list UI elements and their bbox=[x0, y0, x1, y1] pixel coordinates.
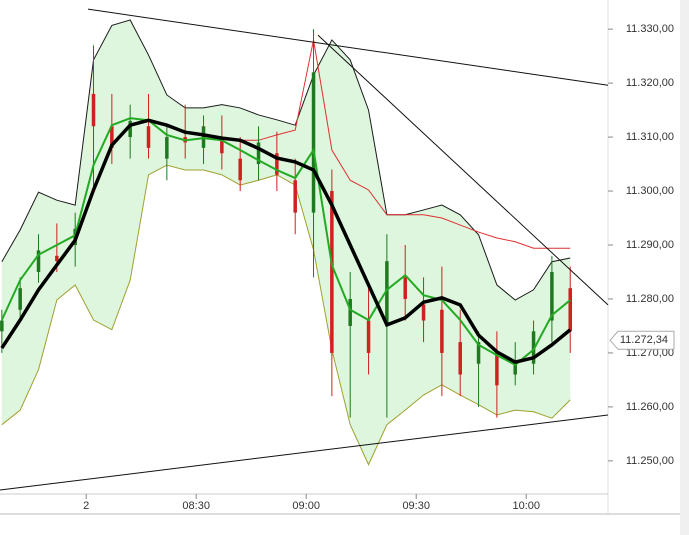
x-tick-label: 09:00 bbox=[292, 500, 320, 512]
x-tick-label: 09:30 bbox=[402, 500, 430, 512]
band-fill bbox=[1, 19, 571, 465]
indicator-line bbox=[240, 39, 571, 249]
x-tick-label: 08:30 bbox=[182, 500, 210, 512]
candle-body bbox=[36, 250, 41, 272]
candle-body bbox=[311, 72, 316, 213]
indicator-line bbox=[0, 118, 572, 364]
candle-body bbox=[201, 126, 206, 148]
candle-body bbox=[513, 363, 517, 375]
last-price-box bbox=[609, 330, 675, 350]
y-tick-label: 11.280,00 bbox=[626, 293, 674, 305]
candle-body bbox=[440, 309, 444, 353]
candle-body bbox=[128, 120, 132, 138]
candle-body bbox=[220, 137, 224, 154]
candle-body bbox=[421, 304, 426, 321]
trendline bbox=[317, 34, 609, 306]
candle-body bbox=[55, 255, 59, 262]
candle-body bbox=[165, 137, 169, 159]
candle-body bbox=[366, 320, 371, 353]
y-tick-label: 11.290,00 bbox=[626, 239, 674, 251]
y-tick-label: 11.270,00 bbox=[626, 347, 674, 359]
candle-body bbox=[403, 277, 407, 299]
candle-body bbox=[91, 93, 96, 127]
y-tick-label: 11.310,00 bbox=[626, 131, 674, 143]
y-tick-label: 11.330,00 bbox=[626, 23, 674, 35]
y-tick-label: 11.250,00 bbox=[626, 455, 674, 467]
candle-body bbox=[238, 158, 242, 181]
candle-body bbox=[0, 320, 4, 332]
candle-body bbox=[550, 271, 554, 321]
candle-body bbox=[495, 352, 499, 386]
indicator-line bbox=[1, 164, 571, 466]
indicator-line bbox=[0, 117, 571, 366]
indicator-line bbox=[1, 19, 571, 301]
x-tick-label: 10:00 bbox=[512, 500, 540, 512]
y-tick-label: 11.300,00 bbox=[626, 185, 674, 197]
candle-body bbox=[348, 298, 352, 326]
candle-body bbox=[458, 342, 462, 375]
last-price-label: 11.272,34 bbox=[620, 334, 668, 346]
side-panel bbox=[680, 0, 689, 535]
y-tick-label: 11.260,00 bbox=[626, 401, 674, 413]
trendline bbox=[87, 8, 609, 86]
candle-body bbox=[568, 288, 572, 332]
candle-body bbox=[330, 191, 334, 353]
candle-body bbox=[293, 180, 297, 213]
candle-body bbox=[476, 342, 481, 364]
candle-body bbox=[256, 142, 261, 165]
x-tick-label: 2 bbox=[83, 500, 89, 512]
candle-body bbox=[18, 288, 22, 310]
candle-body bbox=[146, 126, 151, 148]
candle-body bbox=[531, 331, 536, 364]
trendline bbox=[0, 414, 609, 491]
candle-body bbox=[110, 126, 114, 148]
y-tick-label: 11.320,00 bbox=[626, 77, 674, 89]
candle-body bbox=[385, 261, 389, 326]
candle-body bbox=[275, 153, 279, 175]
